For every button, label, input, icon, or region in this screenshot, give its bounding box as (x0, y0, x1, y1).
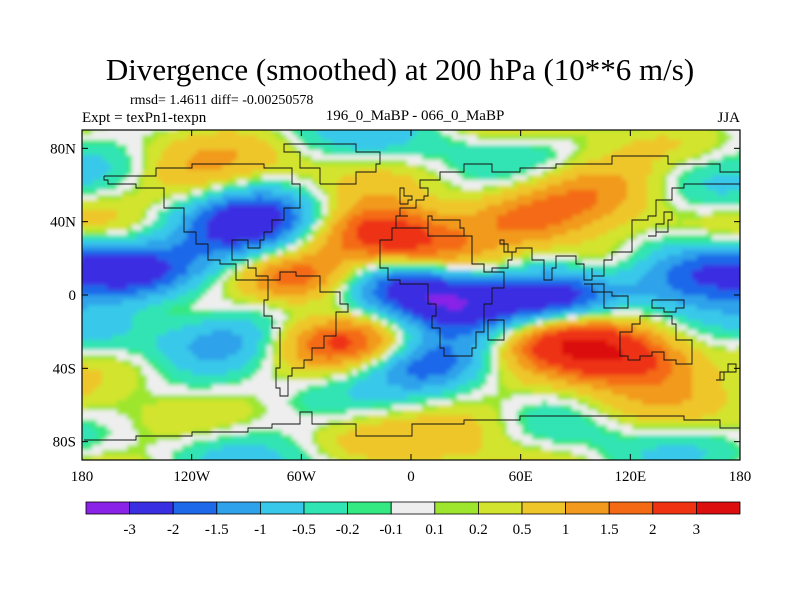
label-bar-box (259, 501, 305, 515)
coastline (263, 271, 349, 397)
label-bar-box (347, 501, 392, 515)
season-label: JJA (717, 110, 740, 126)
label-bar-box (390, 501, 436, 515)
comparison-label: 196_0_MaBP - 066_0_MaBP (325, 108, 505, 124)
y-tick-label: 80N (50, 141, 76, 157)
x-tick-label: 180 (71, 469, 94, 485)
coastline (103, 163, 301, 281)
coastlines (84, 143, 740, 441)
color-label-bar: -3 -2 -1.5 -1 -0.5 -0.2 -0.1 0.1 0.2 0.5 1 1.5 2 3 (85, 501, 741, 538)
label-bar-box (652, 501, 697, 515)
coastline (619, 315, 693, 365)
coastline (392, 155, 740, 281)
coastline (651, 299, 685, 313)
label-bar-box (477, 501, 523, 515)
label-bar-value: -1 (254, 522, 267, 538)
x-tick-label: 60E (509, 469, 533, 485)
coastline (84, 411, 740, 441)
contour-field (82, 130, 740, 460)
label-bar-box (303, 501, 348, 515)
label-bar-box (521, 501, 566, 515)
label-bar-value: -3 (123, 522, 136, 538)
coastline (584, 283, 629, 309)
y-tick-label: 0 (69, 288, 77, 304)
label-bar-value: 0.5 (513, 522, 532, 538)
x-tick-label: 0 (407, 469, 415, 485)
label-bar-box (696, 501, 741, 515)
coastline (716, 363, 737, 381)
label-bar-box (129, 501, 174, 515)
x-tick-label: 60W (287, 469, 317, 485)
y-tick-label: 80S (53, 435, 76, 451)
label-bar-value: 3 (693, 522, 701, 538)
label-bar-box (216, 501, 261, 515)
x-tick-label: 180 (729, 469, 752, 485)
label-bar-value: 2 (649, 522, 657, 538)
coastline (648, 211, 673, 237)
x-tick-label: 120W (173, 469, 211, 485)
label-bar-box (608, 501, 654, 515)
label-bar-value: -0.5 (292, 522, 316, 538)
axis-ticks: 180 120W 60W 0 60E 120E 180 80N 40N 0 40S 80S (50, 130, 751, 485)
label-bar-value: 0.2 (469, 522, 488, 538)
label-bar-value: -2 (167, 522, 180, 538)
experiment-label: Expt = texPn1-texpn (82, 110, 207, 126)
label-bar-box (434, 501, 479, 515)
label-bar-value: -0.2 (336, 522, 360, 538)
y-tick-label: 40N (50, 215, 76, 231)
stats-label: rmsd= 1.4611 diff= -0.00250578 (130, 93, 314, 108)
x-tick-label: 120E (614, 469, 646, 485)
label-bar-value: 0.1 (425, 522, 444, 538)
coastline (283, 143, 381, 185)
coastline (399, 187, 413, 205)
contour-fill (82, 130, 740, 460)
label-bar-box (565, 501, 610, 515)
chart-title: Divergence (smoothed) at 200 hPa (10**6 … (105, 52, 695, 87)
label-bar-box (85, 501, 130, 515)
label-bar-box (172, 501, 218, 515)
label-bar-value: 1.5 (600, 522, 619, 538)
label-bar-value: -1.5 (205, 522, 229, 538)
y-tick-label: 40S (53, 361, 76, 377)
coastline (379, 227, 505, 357)
label-bar-value: -0.1 (379, 522, 403, 538)
coastline (487, 319, 505, 341)
label-bar-value: 1 (562, 522, 570, 538)
